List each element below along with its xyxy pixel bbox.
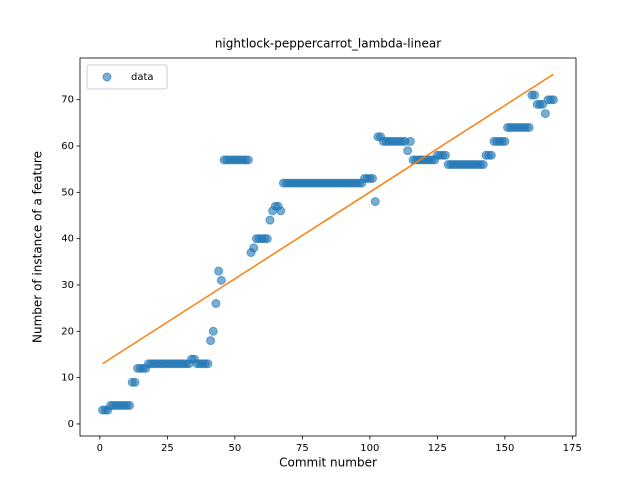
x-tick-label: 25: [161, 443, 174, 454]
data-point: [403, 146, 413, 156]
data-point: [211, 299, 221, 309]
y-tick-label: 20: [61, 326, 74, 337]
data-point: [530, 90, 540, 100]
data-point: [214, 266, 224, 276]
data-point: [265, 215, 275, 225]
data-point: [540, 109, 550, 119]
chart-title: nightlock-peppercarrot_lambda-linear: [215, 37, 441, 51]
x-tick-label: 150: [495, 443, 514, 454]
data-point: [276, 206, 286, 216]
data-point: [203, 359, 213, 369]
y-tick-label: 60: [61, 141, 74, 152]
data-point: [478, 160, 488, 170]
data-point: [206, 336, 216, 346]
data-point: [130, 377, 140, 387]
data-point: [405, 136, 415, 146]
data-point: [370, 197, 380, 207]
data-point: [368, 173, 378, 183]
y-tick-label: 40: [61, 234, 74, 245]
data-point: [208, 326, 218, 336]
x-tick-label: 50: [228, 443, 241, 454]
x-tick-label: 175: [563, 443, 582, 454]
y-tick-label: 70: [61, 95, 74, 106]
data-point: [125, 400, 135, 410]
data-point: [262, 234, 272, 244]
x-tick-label: 100: [360, 443, 379, 454]
x-tick-label: 0: [97, 443, 103, 454]
y-axis-label: Number of instance of a feature: [31, 151, 45, 343]
data-point: [216, 275, 226, 285]
data-point: [249, 243, 259, 253]
data-point: [486, 150, 496, 160]
y-tick-label: 50: [61, 187, 74, 198]
y-tick-label: 30: [61, 280, 74, 291]
fit-line: [102, 73, 554, 365]
data-point: [243, 155, 253, 165]
axes-frame: [79, 57, 577, 437]
data-point: [440, 150, 450, 160]
x-axis-label: Commit number: [279, 456, 377, 470]
data-point: [524, 122, 534, 132]
x-tick-label: 125: [428, 443, 447, 454]
y-tick-label: 0: [68, 419, 74, 430]
data-point: [500, 136, 510, 146]
data-point: [548, 95, 558, 105]
x-tick-label: 75: [296, 443, 309, 454]
legend-box: [86, 64, 168, 90]
legend-label: data: [131, 72, 154, 83]
legend-marker: [102, 72, 112, 82]
y-tick-label: 10: [61, 373, 74, 384]
